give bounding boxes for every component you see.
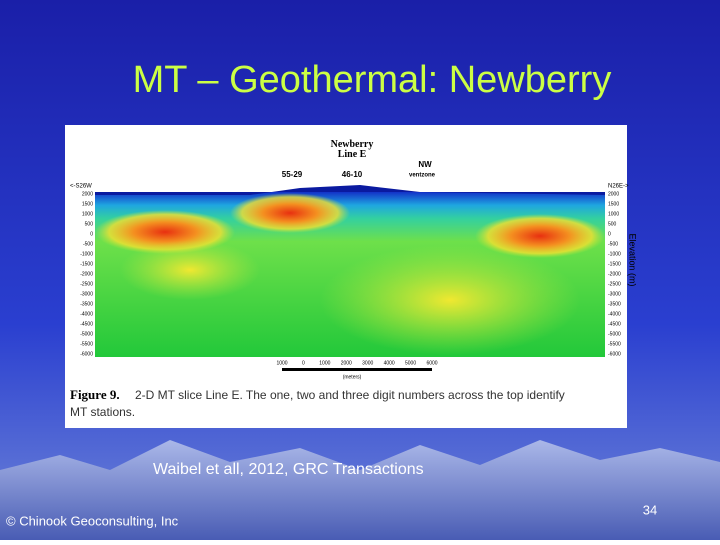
elevation-tick: -500	[83, 241, 93, 247]
scale-unit: (meters)	[343, 374, 362, 380]
topography	[95, 185, 605, 195]
elevation-tick: -4500	[608, 321, 621, 327]
mountains	[0, 440, 720, 540]
caption-text: 2-D MT slice Line E. The one, two and th…	[135, 388, 565, 402]
elevation-tick: -6000	[608, 351, 621, 357]
elevation-tick: 500	[85, 221, 94, 227]
conductor	[475, 214, 605, 258]
elevation-tick: -3500	[80, 301, 93, 307]
end-label: <-S26W	[70, 184, 92, 190]
scale-bar	[282, 368, 432, 371]
warm-zone	[320, 245, 580, 355]
elevation-tick: -3500	[608, 301, 621, 307]
elevation-tick: -2500	[608, 281, 621, 287]
scale-tick: 0	[302, 360, 305, 366]
elevation-tick: -3000	[80, 291, 93, 297]
elevation-tick: 1500	[608, 201, 619, 207]
caption-label: Figure 9.	[70, 387, 120, 402]
elevation-tick: -2000	[608, 271, 621, 277]
scale-tick: 3000	[362, 360, 373, 366]
marker-label: NW	[418, 160, 432, 169]
scale-tick: 4000	[384, 360, 395, 366]
conductor	[230, 193, 350, 233]
marker-label: ventzone	[409, 173, 436, 179]
elevation-tick: -3000	[608, 291, 621, 297]
elevation-tick: -1000	[608, 251, 621, 257]
elevation-tick: 500	[608, 221, 617, 227]
elevation-tick: -5500	[608, 341, 621, 347]
scale-tick: 1000	[276, 360, 287, 366]
elevation-tick: -4500	[80, 321, 93, 327]
scale-tick: 2000	[341, 360, 352, 366]
warm-zone	[120, 240, 260, 300]
margin	[605, 192, 625, 357]
footer: © Chinook Geoconsulting, Inc	[6, 513, 179, 528]
elevation-tick: -1500	[608, 261, 621, 267]
elevation-tick: -5500	[80, 341, 93, 347]
elevation-tick: -2000	[80, 271, 93, 277]
elevation-tick: -4000	[80, 311, 93, 317]
figure-labels: Newberry Line E <-S26W N26E-> Elevation (m) 5…	[70, 139, 638, 419]
elevation-tick: -500	[608, 241, 618, 247]
elevation-tick: 1000	[82, 211, 93, 217]
caption-text: MT stations.	[70, 405, 135, 419]
axis-label: Elevation (m)	[628, 233, 638, 286]
elevation-tick: 1000	[608, 211, 619, 217]
elevation-tick: -1500	[80, 261, 93, 267]
slide-title: MT – Geothermal: Newberry	[133, 59, 612, 101]
citation: Waibel et all, 2012, GRC Transactions	[153, 461, 424, 478]
elevation-tick: 2000	[82, 191, 93, 197]
elevation-tick: 0	[90, 231, 93, 237]
elevation-tick: 2000	[608, 191, 619, 197]
elevation-tick: 0	[608, 231, 611, 237]
marker-label: 55-29	[282, 170, 303, 179]
marker-label: 46-10	[342, 170, 363, 179]
page-number: 34	[643, 502, 657, 517]
scale-tick: 5000	[405, 360, 416, 366]
elevation-tick: -2500	[80, 281, 93, 287]
elevation-tick: -6000	[80, 351, 93, 357]
scale-tick: 1000	[319, 360, 330, 366]
figure-heading: Newberry Line E	[331, 139, 374, 160]
scale-tick: 6000	[426, 360, 437, 366]
elevation-tick: -1000	[80, 251, 93, 257]
elevation-tick: -5000	[80, 331, 93, 337]
elevation-tick: -4000	[608, 311, 621, 317]
elevation-tick: -5000	[608, 331, 621, 337]
elevation-tick: 1500	[82, 201, 93, 207]
end-label: N26E->	[608, 184, 629, 190]
